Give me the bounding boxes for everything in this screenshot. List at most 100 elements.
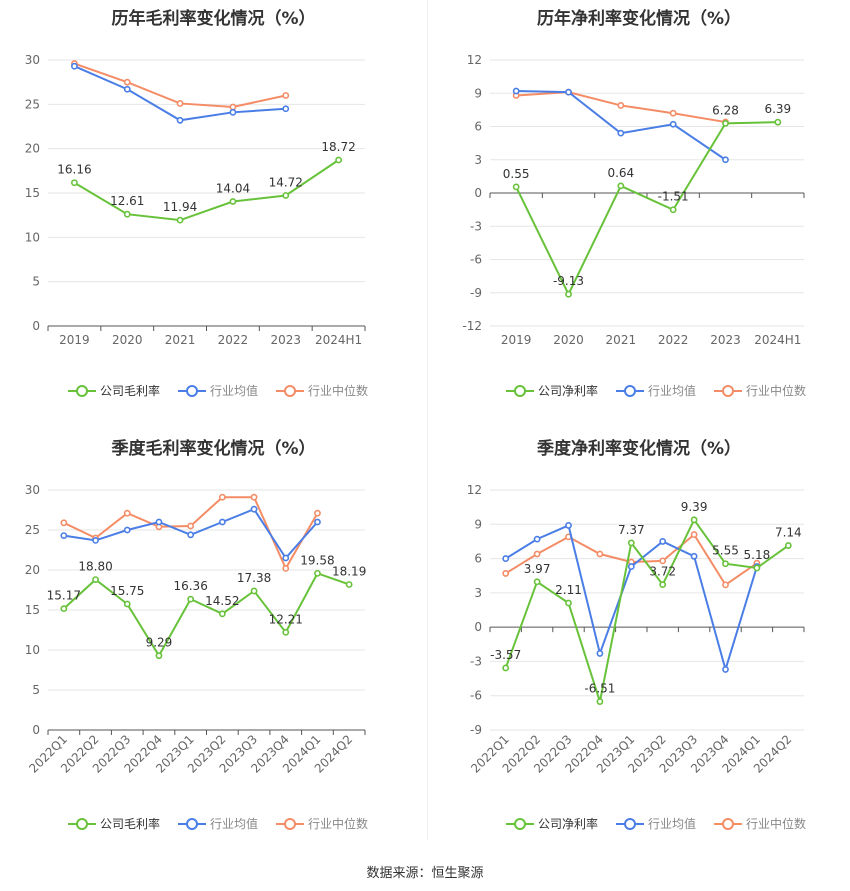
legend-item-company-series[interactable]: 公司毛利率 [68,815,160,832]
series-line [63,572,350,658]
data-point [690,531,698,538]
data-point [218,493,226,501]
data-point [71,179,78,187]
data-point [502,555,510,562]
legend-marker [714,817,743,830]
legend-item-company-series[interactable]: 公司净利率 [506,815,598,832]
y-tick-label: 12 [467,483,482,497]
data-point [669,206,677,214]
industry-median-series [71,60,290,111]
y-tick-label: -6 [470,253,482,267]
data-label: -6.51 [584,682,615,696]
chart-legend: 公司净利率 行业均值 行业中位数 [506,815,806,832]
chart-title: 历年净利率变化情况（%） [536,9,742,29]
data-label: 19.58 [300,553,334,567]
data-point [314,569,321,577]
x-tick-label: 2023 [710,333,741,347]
legend-label: 行业均值 [648,817,697,831]
data-point [533,578,541,586]
x-tick-label: 2020 [553,333,584,347]
data-point [187,531,195,539]
data-point [123,210,131,218]
chart-title: 历年毛利率变化情况（%） [111,9,316,29]
legend-marker [616,384,645,397]
data-point [627,539,635,547]
panel-divider [427,0,428,840]
data-point [345,581,353,588]
y-tick-label: 0 [474,620,482,634]
y-tick-label: 10 [25,643,40,657]
chart-svg: -12 -9 -6 -3 0 3 6 9 12 2019 2020 2021 2022 2023 2024H… [462,53,805,347]
x-tick-label: 2024H1 [754,333,801,347]
x-tick-label: 2019 [59,333,90,347]
y-tick-label: 15 [25,186,40,200]
x-tick-label: 2021 [165,333,196,347]
legend-label: 公司毛利率 [100,817,161,831]
industry-median-series [502,531,761,589]
y-tick-label: 12 [467,53,482,67]
data-label: 14.72 [269,175,303,189]
data-label: 14.52 [205,594,239,608]
x-tick-label: 2020 [112,333,143,347]
legend-item-company-series[interactable]: 公司净利率 [506,382,598,399]
data-label: 0.64 [607,166,634,180]
legend-marker [68,384,96,397]
y-tick-label: 25 [25,97,40,111]
y-tick-label: -3 [470,654,482,668]
data-label: 5.55 [712,544,739,558]
legend-item-industry-median-series[interactable]: 行业中位数 [714,815,806,832]
data-label: 18.72 [321,140,355,154]
data-point [176,216,184,224]
legend-marker [506,384,534,397]
legend-label: 行业均值 [210,384,259,398]
data-label: 3.72 [649,565,676,579]
legend-label: 行业中位数 [308,817,369,831]
data-point [218,610,226,618]
legend-item-company-series[interactable]: 公司毛利率 [68,382,160,399]
data-point [155,518,163,526]
y-tick-label: 0 [32,723,40,737]
data-point [659,581,667,589]
legend-item-industry-average-series[interactable]: 行业均值 [616,815,696,832]
annual-net-margin-chart: 历年净利率变化情况（%） -12 -9 -6 -3 0 3 6 9 12 2019 2020 2021… [428,0,850,420]
industry-average-series [71,62,290,124]
legend-item-industry-average-series[interactable]: 行业均值 [616,382,696,399]
data-point [617,129,625,137]
legend-item-industry-average-series[interactable]: 行业均值 [178,815,258,832]
data-label: 12.21 [269,612,303,626]
data-label: 0.55 [503,167,530,181]
data-point [722,581,729,589]
annual-gross-margin-chart: 历年毛利率变化情况（%） 0 5 10 15 20 25 30 2019 2020 2021 202… [0,0,427,420]
legend-label: 公司毛利率 [100,384,161,398]
legend-item-industry-median-series[interactable]: 行业中位数 [276,815,368,832]
data-label: -1.51 [658,190,689,204]
legend-item-industry-average-series[interactable]: 行业均值 [178,382,258,399]
data-label: 5.18 [744,548,771,562]
y-tick-label: 3 [474,586,482,600]
data-label: 16.36 [173,579,207,593]
series-line [516,90,727,161]
data-point [565,290,572,298]
data-point [155,652,163,660]
y-tick-label: 20 [25,142,40,156]
data-label: 7.37 [618,523,645,537]
data-point [92,537,99,544]
data-label: 18.19 [332,564,366,578]
legend-marker [616,817,645,830]
data-point [123,526,131,534]
y-tick-label: 6 [474,552,482,566]
data-point [512,183,520,191]
data-point [229,108,237,116]
quarterly-gross-margin-chart: 季度毛利率变化情况（%） 0 5 10 15 20 25 30 2022Q1 2022Q2 202… [0,430,427,850]
legend-item-industry-median-series[interactable]: 行业中位数 [714,382,806,399]
data-label: 18.80 [78,560,112,574]
y-tick-label: 20 [25,563,40,577]
data-point [335,156,342,164]
industry-average-series [502,522,761,674]
data-point [282,92,290,99]
data-point [282,192,290,199]
legend-item-industry-median-series[interactable]: 行业中位数 [276,382,368,399]
data-point [314,518,321,526]
y-tick-label: 25 [25,523,40,537]
data-point [669,109,677,117]
